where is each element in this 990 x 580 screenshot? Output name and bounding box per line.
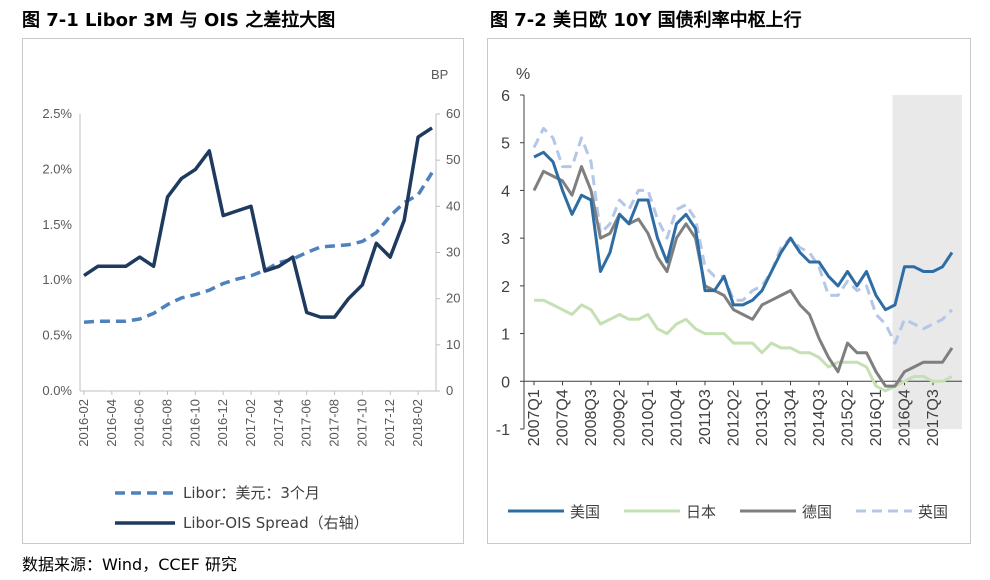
left-legend: Libor：美元：3个月 Libor-OIS Spread（右轴）: [115, 484, 369, 532]
left-y1-tick-label: 2.0%: [42, 161, 72, 176]
legend-label-jp: 日本: [686, 503, 716, 521]
right-x-tick-label: 2012Q2: [726, 389, 743, 446]
us-series-line: [533, 150, 954, 312]
germany-series-line: [532, 165, 954, 388]
right-x-ticks: 2007Q1 2007Q4 2008Q3 2009Q2 2010Q1 2010Q4 2011…: [526, 381, 942, 446]
right-series-lines: [532, 126, 954, 393]
right-y-tick-label: 0: [501, 374, 510, 391]
right-y-unit: %: [516, 66, 530, 83]
right-y-tick-label: 4: [501, 183, 510, 200]
left-chart: BP 0.0% 0.5% 1.0% 1.5% 2.0% 2.5% 0 10 20 30 40 50 6…: [42, 67, 460, 532]
right-y-tick-label: -1: [496, 422, 510, 439]
japan-series-line: [534, 298, 953, 393]
spread-series-line: [83, 126, 433, 319]
left-y2-tick-label: 10: [446, 337, 460, 352]
right-x-tick-label: 2016Q1: [868, 389, 885, 446]
right-axes: [523, 95, 962, 429]
legend-label-us: 美国: [570, 503, 600, 521]
left-y2-tick-label: 30: [446, 245, 460, 260]
right-y-tick-label: 2: [501, 279, 510, 296]
libor-series-line: [83, 171, 434, 325]
left-y1-tick-label: 2.5%: [42, 106, 72, 121]
legend-label-uk: 英国: [918, 503, 948, 521]
left-y2-tick-label: 40: [446, 198, 460, 213]
left-y2-tick-label: 20: [446, 291, 460, 306]
right-x-tick-label: 2008Q3: [583, 389, 600, 446]
left-y2-ticks: 0 10 20 30 40 50 60: [436, 106, 460, 398]
legend-label-spread: Libor-OIS Spread（右轴）: [183, 514, 369, 532]
left-x-tick-label: 2016-08: [160, 399, 175, 447]
right-y-ticks: -1 0 1 2 3 4 5 6: [496, 88, 524, 439]
left-y1-tick-label: 1.0%: [42, 272, 72, 287]
left-y1-tick-label: 0.5%: [42, 328, 72, 343]
left-x-tick-label: 2016-02: [76, 399, 91, 447]
right-x-tick-label: 2007Q1: [526, 389, 543, 446]
right-x-tick-label: 2010Q1: [640, 389, 657, 446]
legend-label-libor: Libor：美元：3个月: [183, 484, 320, 502]
left-x-tick-label: 2017-10: [354, 399, 369, 447]
right-x-tick-label: 2010Q4: [669, 389, 686, 446]
left-x-tick-label: 2017-06: [299, 399, 314, 447]
right-y-tick-label: 3: [501, 231, 510, 248]
legend-label-de: 德国: [802, 503, 832, 521]
left-y2-tick-label: 50: [446, 152, 460, 167]
right-y-tick-label: 1: [501, 327, 510, 344]
left-x-tick-label: 2017-02: [243, 399, 258, 447]
right-x-tick-label: 2017Q3: [925, 389, 942, 446]
data-source-note: 数据来源：Wind，CCEF 研究: [22, 555, 237, 574]
right-chart-panel: % -1 0 1 2 3 4 5 6 2007Q1 2007Q4 2008Q3 2009Q2 2010…: [487, 38, 971, 544]
right-x-tick-label: 2015Q2: [840, 389, 857, 446]
left-x-tick-label: 2016-06: [132, 399, 147, 447]
left-y1-ticks: 0.0% 0.5% 1.0% 1.5% 2.0% 2.5%: [42, 106, 72, 398]
left-x-tick-label: 2018-02: [410, 399, 425, 447]
left-x-tick-label: 2017-04: [271, 399, 286, 447]
left-x-tick-label: 2016-12: [215, 399, 230, 447]
left-x-ticks: 2016-02 2016-04 2016-06 2016-08 2016-10 2016-…: [76, 391, 425, 447]
right-x-tick-label: 2009Q2: [612, 389, 629, 446]
right-x-tick-label: 2007Q4: [555, 389, 572, 446]
right-chart-title: 图 7-2 美日欧 10Y 国债利率中枢上行: [490, 10, 802, 31]
left-y2-unit: BP: [431, 67, 448, 82]
left-x-tick-label: 2016-04: [104, 399, 119, 447]
left-y1-tick-label: 0.0%: [42, 383, 72, 398]
left-chart-panel: BP 0.0% 0.5% 1.0% 1.5% 2.0% 2.5% 0 10 20 30 40 50 6…: [22, 38, 464, 544]
uk-series-line: [532, 126, 954, 345]
right-x-tick-label: 2016Q4: [897, 389, 914, 446]
right-y-tick-label: 5: [501, 136, 510, 153]
left-axes: [79, 114, 437, 392]
left-chart-title: 图 7-1 Libor 3M 与 OIS 之差拉大图: [22, 10, 336, 31]
right-legend: 美国 日本 德国 英国: [508, 503, 948, 521]
left-y1-tick-label: 1.5%: [42, 217, 72, 232]
left-series-lines: [83, 126, 434, 325]
right-x-tick-label: 2014Q3: [811, 389, 828, 446]
left-y2-tick-label: 60: [446, 106, 460, 121]
right-x-tick-label: 2013Q4: [783, 389, 800, 446]
right-x-tick-label: 2013Q1: [754, 389, 771, 446]
left-x-tick-label: 2017-08: [327, 399, 342, 447]
right-x-tick-label: 2011Q3: [697, 389, 714, 445]
left-x-tick-label: 2017-12: [382, 399, 397, 447]
right-y-tick-label: 6: [501, 88, 510, 105]
left-y2-tick-label: 0: [446, 383, 453, 398]
left-x-tick-label: 2016-10: [187, 399, 202, 447]
right-chart: % -1 0 1 2 3 4 5 6 2007Q1 2007Q4 2008Q3 2009Q2 2010…: [496, 66, 962, 521]
